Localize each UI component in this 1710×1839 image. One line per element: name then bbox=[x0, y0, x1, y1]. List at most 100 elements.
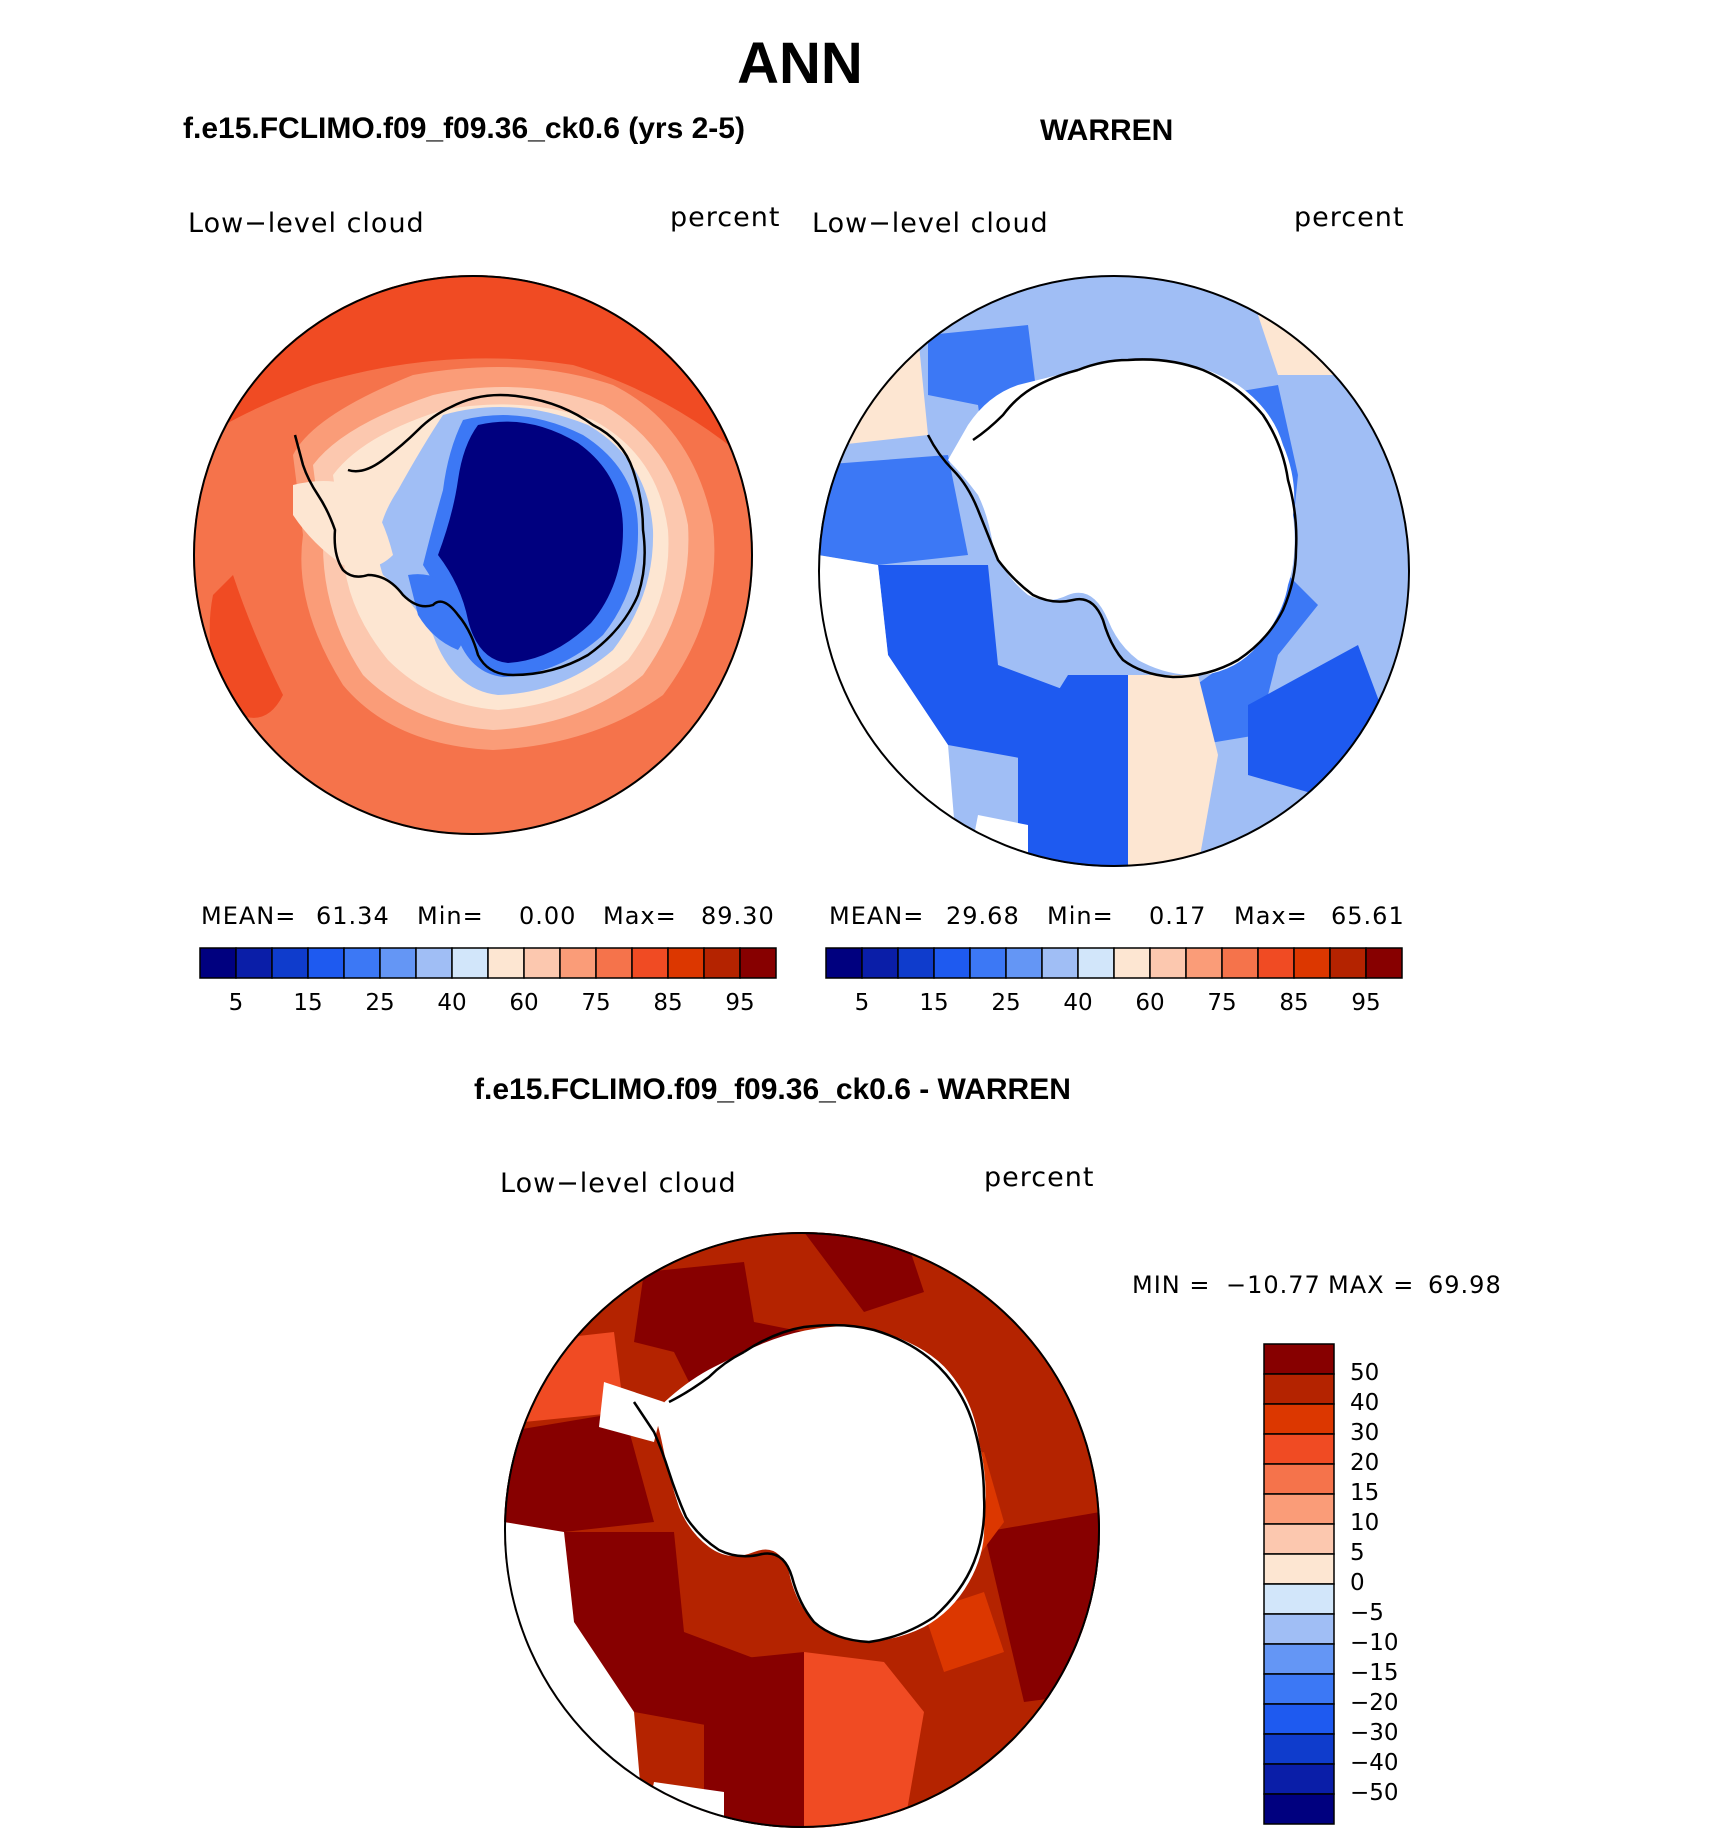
panel-b-colorbar-swatch-3 bbox=[933, 947, 971, 979]
panel-c-colorbar-tick-5: 10 bbox=[1350, 1510, 1380, 1536]
panel-b-colorbar-swatch-0 bbox=[825, 947, 863, 979]
panel-c-max-value: 69.98 bbox=[1428, 1271, 1502, 1299]
panel-a-peninsula-light bbox=[293, 481, 393, 569]
panel-c-colorbar-swatch-15 bbox=[1263, 1793, 1335, 1825]
panel-b-title: WARREN bbox=[1040, 114, 1174, 147]
panel-b-colorbar bbox=[825, 947, 1403, 979]
panel-a-high-band bbox=[193, 275, 753, 465]
panel-a-title: f.e15.FCLIMO.f09_f09.36_ck0.6 (yrs 2-5) bbox=[183, 112, 745, 145]
panel-c-colorbar-swatch-12 bbox=[1263, 1703, 1335, 1735]
panel-c-max-sector-2 bbox=[804, 1232, 924, 1312]
panel-a-colorbar-tick-3: 40 bbox=[437, 990, 467, 1016]
panel-c-min-value: −10.77 bbox=[1226, 1271, 1321, 1299]
panel-b-colorbar-swatch-5 bbox=[1005, 947, 1043, 979]
panel-c-colorbar-swatch-13 bbox=[1263, 1733, 1335, 1765]
panel-a-map-boundary bbox=[193, 275, 753, 835]
panel-b-map-boundary bbox=[818, 275, 1410, 867]
panel-b-colorbar-swatch-12 bbox=[1257, 947, 1295, 979]
panel-a-colorbar-swatch-12 bbox=[631, 947, 669, 979]
panel-c-max-label: MAX = bbox=[1328, 1271, 1415, 1299]
panel-a-colorbar-swatch-9 bbox=[523, 947, 561, 979]
panel-a-map bbox=[193, 275, 753, 835]
panel-a-colorbar-tick-7: 95 bbox=[725, 990, 755, 1016]
panel-c-colorbar-swatch-1 bbox=[1263, 1373, 1335, 1405]
panel-c-colorbar-tick-12: −30 bbox=[1350, 1720, 1399, 1746]
panel-b-colorbar-swatch-14 bbox=[1329, 947, 1367, 979]
panel-c-colorbar-swatch-0 bbox=[1263, 1343, 1335, 1375]
panel-c-colorbar-swatch-3 bbox=[1263, 1433, 1335, 1465]
panel-b-colorbar-tick-6: 85 bbox=[1279, 990, 1309, 1016]
panel-c-colorbar-swatch-7 bbox=[1263, 1553, 1335, 1585]
panel-c-colorbar-swatch-4 bbox=[1263, 1463, 1335, 1495]
panel-c-colorbar-tick-2: 30 bbox=[1350, 1420, 1380, 1446]
panel-a-ross-blue bbox=[408, 574, 466, 650]
panel-a-units-label: percent bbox=[670, 202, 781, 233]
panel-b-variable-label: Low−level cloud bbox=[812, 208, 1049, 239]
panel-b-colorbar-swatch-9 bbox=[1149, 947, 1187, 979]
panel-b-map bbox=[818, 275, 1410, 867]
panel-b-colorbar-swatch-7 bbox=[1077, 947, 1115, 979]
panel-c-colorbar-tick-6: 5 bbox=[1350, 1540, 1365, 1566]
panel-b-colorbar-swatch-11 bbox=[1221, 947, 1259, 979]
panel-c-colorbar-swatch-2 bbox=[1263, 1403, 1335, 1435]
panel-a-interior-darkblue bbox=[438, 421, 623, 663]
panel-b-min-label: Min= bbox=[1047, 902, 1114, 930]
panel-b-colorbar-swatch-2 bbox=[897, 947, 935, 979]
panel-a-colorbar-swatch-5 bbox=[379, 947, 417, 979]
panel-a-colorbar-tick-0: 5 bbox=[228, 990, 244, 1016]
panel-b-units-label: percent bbox=[1294, 202, 1405, 233]
panel-a-colorbar-swatch-8 bbox=[487, 947, 525, 979]
panel-b-mean-label: MEAN= bbox=[829, 902, 925, 930]
panel-a-colorbar-swatch-4 bbox=[343, 947, 381, 979]
panel-c-units-label: percent bbox=[984, 1162, 1095, 1193]
panel-b-light-sector-1 bbox=[1128, 675, 1218, 867]
panel-b-max-label: Max= bbox=[1234, 902, 1308, 930]
panel-c-colorbar-tick-8: −5 bbox=[1350, 1600, 1384, 1626]
panel-c-colorbar-tick-14: −50 bbox=[1350, 1780, 1399, 1806]
panel-a-mean-value: 61.34 bbox=[316, 902, 390, 930]
panel-b-colorbar-swatch-1 bbox=[861, 947, 899, 979]
panel-c-colorbar-swatch-6 bbox=[1263, 1523, 1335, 1555]
panel-c-stats: MIN = −10.77 MAX = 69.98 bbox=[1132, 1271, 1532, 1301]
panel-a-colorbar-swatch-7 bbox=[451, 947, 489, 979]
panel-a-colorbar-swatch-10 bbox=[559, 947, 597, 979]
panel-b-colorbar-swatch-6 bbox=[1041, 947, 1079, 979]
panel-c-colorbar-tick-0: 50 bbox=[1350, 1360, 1380, 1386]
panel-a-stats: MEAN= 61.34 Min= 0.00 Max= 89.30 bbox=[201, 902, 774, 932]
panel-c-colorbar bbox=[1263, 1343, 1335, 1825]
panel-a-colorbar-tick-1: 15 bbox=[293, 990, 323, 1016]
panel-c-colorbar-tick-10: −15 bbox=[1350, 1660, 1399, 1686]
panel-b-colorbar-tick-4: 60 bbox=[1135, 990, 1165, 1016]
panel-c-map-boundary bbox=[504, 1232, 1100, 1828]
panel-a-colorbar-swatch-15 bbox=[739, 947, 777, 979]
panel-c-colorbar-tick-9: −10 bbox=[1350, 1630, 1399, 1656]
panel-a-colorbar-swatch-14 bbox=[703, 947, 741, 979]
panel-a-coastline bbox=[293, 393, 646, 677]
panel-a-colorbar-tick-5: 75 bbox=[581, 990, 611, 1016]
panel-b-mean-value: 29.68 bbox=[946, 902, 1020, 930]
panel-c-colorbar-tick-13: −40 bbox=[1350, 1750, 1399, 1776]
panel-a-colorbar-swatch-2 bbox=[271, 947, 309, 979]
panel-b-colorbar-swatch-8 bbox=[1113, 947, 1151, 979]
panel-c-colorbar-swatch-14 bbox=[1263, 1763, 1335, 1795]
panel-b-colorbar-swatch-15 bbox=[1365, 947, 1403, 979]
panel-c-antarctica bbox=[654, 1326, 986, 1642]
panel-b-colorbar-swatch-10 bbox=[1185, 947, 1223, 979]
panel-b-coastline bbox=[926, 358, 1298, 679]
panel-c-colorbar-tick-3: 20 bbox=[1350, 1450, 1380, 1476]
panel-c-variable-label: Low−level cloud bbox=[500, 1168, 737, 1199]
panel-c-colorbar-tick-1: 40 bbox=[1350, 1390, 1380, 1416]
panel-c-max-sector-3 bbox=[504, 1412, 654, 1532]
panel-a-variable-label: Low−level cloud bbox=[188, 208, 425, 239]
panel-a-colorbar-swatch-0 bbox=[199, 947, 237, 979]
figure-title: ANN bbox=[737, 31, 863, 96]
panel-c-colorbar-tick-7: 0 bbox=[1350, 1570, 1365, 1596]
panel-a-colorbar-swatch-13 bbox=[667, 947, 705, 979]
panel-b-colorbar-tick-3: 40 bbox=[1063, 990, 1093, 1016]
panel-b-blue-sector-2 bbox=[818, 455, 968, 565]
panel-b-colorbar-tick-0: 5 bbox=[854, 990, 870, 1016]
panel-b-colorbar-tick-2: 25 bbox=[991, 990, 1021, 1016]
panel-c-title: f.e15.FCLIMO.f09_f09.36_ck0.6 - WARREN bbox=[474, 1073, 1071, 1106]
panel-a-max-label: Max= bbox=[603, 902, 677, 930]
panel-a-colorbar-tick-2: 25 bbox=[365, 990, 395, 1016]
